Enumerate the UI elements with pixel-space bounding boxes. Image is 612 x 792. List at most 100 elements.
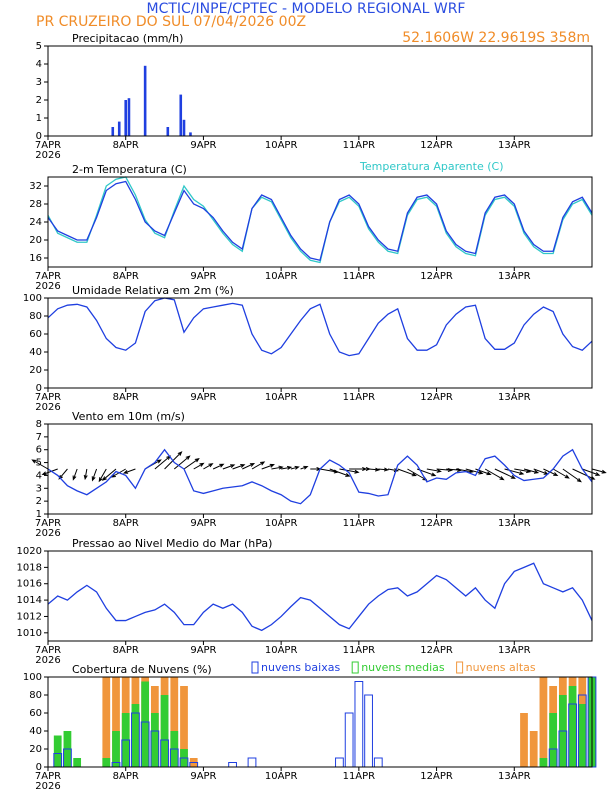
wind-arrow [101, 468, 117, 481]
x-year-label: 2026 [35, 781, 60, 792]
y-tick-label: 1 [36, 509, 42, 520]
cloud-bar [228, 762, 237, 768]
x-tick-label: 8APR [113, 771, 139, 782]
y-tick-label: 2 [36, 95, 42, 106]
x-tick-label: 13APR [498, 645, 531, 656]
panel-title: Vento em 10m (m/s) [72, 410, 185, 423]
legend-label: nuvens medias [361, 661, 445, 674]
cloud-bar [373, 757, 383, 768]
x-tick-label: 8APR [113, 392, 139, 403]
bar [111, 127, 115, 136]
bar [166, 127, 170, 136]
x-tick-label: 13APR [498, 392, 531, 403]
cloud-bar [354, 681, 364, 768]
y-tick-label: 1012 [17, 611, 42, 622]
y-tick-label: 100 [23, 293, 42, 304]
x-tick-label: 11APR [343, 271, 376, 282]
wind-arrow [397, 468, 417, 477]
y-tick-label: 0 [36, 762, 42, 773]
y-tick-label: 5 [36, 41, 42, 52]
cloud-bar [53, 735, 62, 767]
wind-arrow [242, 463, 256, 470]
cloud-bar [549, 713, 558, 767]
x-tick-label: 9APR [190, 140, 216, 151]
cloud-bar [364, 694, 373, 768]
y-tick-label: 40 [29, 726, 42, 737]
y-tick-label: 7 [36, 432, 42, 443]
wind-arrow [183, 457, 200, 470]
line [47, 297, 593, 357]
wind-arrow [523, 468, 540, 474]
wind-arrow [83, 468, 88, 481]
line [47, 176, 593, 264]
x-tick-label: 8APR [113, 140, 139, 151]
wind-arrow [290, 465, 300, 470]
y-tick-label: 20 [29, 235, 42, 246]
legend-swatch [456, 661, 464, 674]
cloud-bar [539, 758, 548, 767]
cloud-bar [335, 757, 344, 768]
x-year-label: 2026 [35, 528, 60, 539]
x-tick-label: 13APR [498, 271, 531, 282]
line [47, 180, 593, 262]
wind-arrow [562, 468, 582, 483]
y-tick-label: 4 [36, 59, 42, 70]
cloud-bar [73, 758, 82, 767]
x-tick-label: 7APR [35, 518, 61, 529]
x-tick-label: 13APR [498, 140, 531, 151]
y-tick-label: 6 [36, 445, 42, 456]
x-year-label: 2026 [35, 150, 60, 161]
x-tick-label: 7APR [35, 645, 61, 656]
x-tick-label: 10APR [265, 392, 298, 403]
cloud-bar [529, 731, 538, 767]
x-tick-label: 10APR [265, 645, 298, 656]
wind-arrow [281, 465, 293, 470]
wind-arrow [72, 468, 78, 481]
wind-arrow [91, 468, 98, 482]
x-tick-label: 10APR [265, 518, 298, 529]
panel-frame [47, 423, 593, 515]
y-tick-label: 5 [36, 458, 42, 469]
panel-title: Precipitacao (mm/h) [72, 32, 183, 45]
wind-arrow [368, 467, 381, 472]
cloud-bar [539, 677, 548, 767]
wind-arrow [329, 468, 351, 477]
x-tick-label: 11APR [343, 140, 376, 151]
wind-arrow [310, 466, 322, 472]
y-tick-label: 3 [36, 77, 42, 88]
wind-arrow [122, 468, 136, 474]
wind-arrow [552, 468, 570, 479]
panel-frame [47, 676, 593, 768]
x-year-label: 2026 [35, 655, 60, 666]
cloud-bar [520, 713, 528, 767]
y-tick-label: 32 [29, 181, 42, 192]
cloud-bar [112, 677, 120, 767]
panel-frame [47, 550, 593, 642]
cloud-bar [150, 713, 159, 767]
bar [189, 132, 192, 136]
y-tick-label: 24 [29, 217, 42, 228]
wind-arrow [251, 461, 266, 470]
x-tick-label: 8APR [113, 645, 139, 656]
y-tick-label: 80 [29, 690, 42, 701]
x-tick-label: 9APR [190, 271, 216, 282]
cloud-bar [180, 686, 188, 767]
wind-arrow [494, 468, 516, 479]
legend-label: Temperatura Aparente (C) [359, 160, 504, 173]
page-title: MCTIC/INPE/CPTEC - MODELO REGIONAL WRF [147, 1, 466, 17]
wind-arrow [222, 464, 236, 470]
cloud-bar [102, 758, 111, 767]
wind-arrow [582, 468, 601, 476]
y-tick-label: 0 [36, 383, 42, 394]
legend-label: nuvens altas [466, 661, 536, 674]
wind-arrow [465, 468, 484, 475]
line [47, 562, 593, 632]
y-tick-label: 8 [36, 419, 42, 430]
panel-frame [47, 176, 593, 268]
y-tick-label: 1020 [17, 546, 42, 557]
wind-arrow [41, 468, 58, 476]
x-tick-label: 13APR [498, 771, 531, 782]
line [47, 448, 593, 505]
wind-arrow [212, 463, 225, 470]
